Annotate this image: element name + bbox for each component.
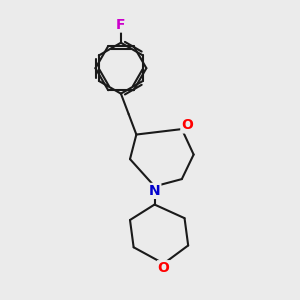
Text: N: N xyxy=(149,184,161,198)
Text: O: O xyxy=(181,118,193,133)
Text: O: O xyxy=(158,261,170,275)
Text: F: F xyxy=(116,17,126,32)
